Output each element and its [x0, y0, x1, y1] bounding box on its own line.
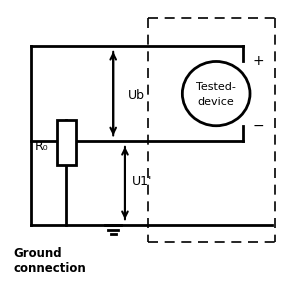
Circle shape — [182, 61, 250, 126]
Text: −: − — [253, 119, 265, 133]
Text: R₀: R₀ — [35, 140, 49, 153]
Text: device: device — [198, 97, 235, 107]
Text: Ground
connection: Ground connection — [13, 247, 86, 275]
Text: U1': U1' — [132, 175, 153, 188]
Text: +: + — [253, 55, 265, 68]
Text: Ub: Ub — [128, 89, 145, 101]
Text: Tested-: Tested- — [196, 82, 236, 92]
Bar — [56, 120, 76, 165]
